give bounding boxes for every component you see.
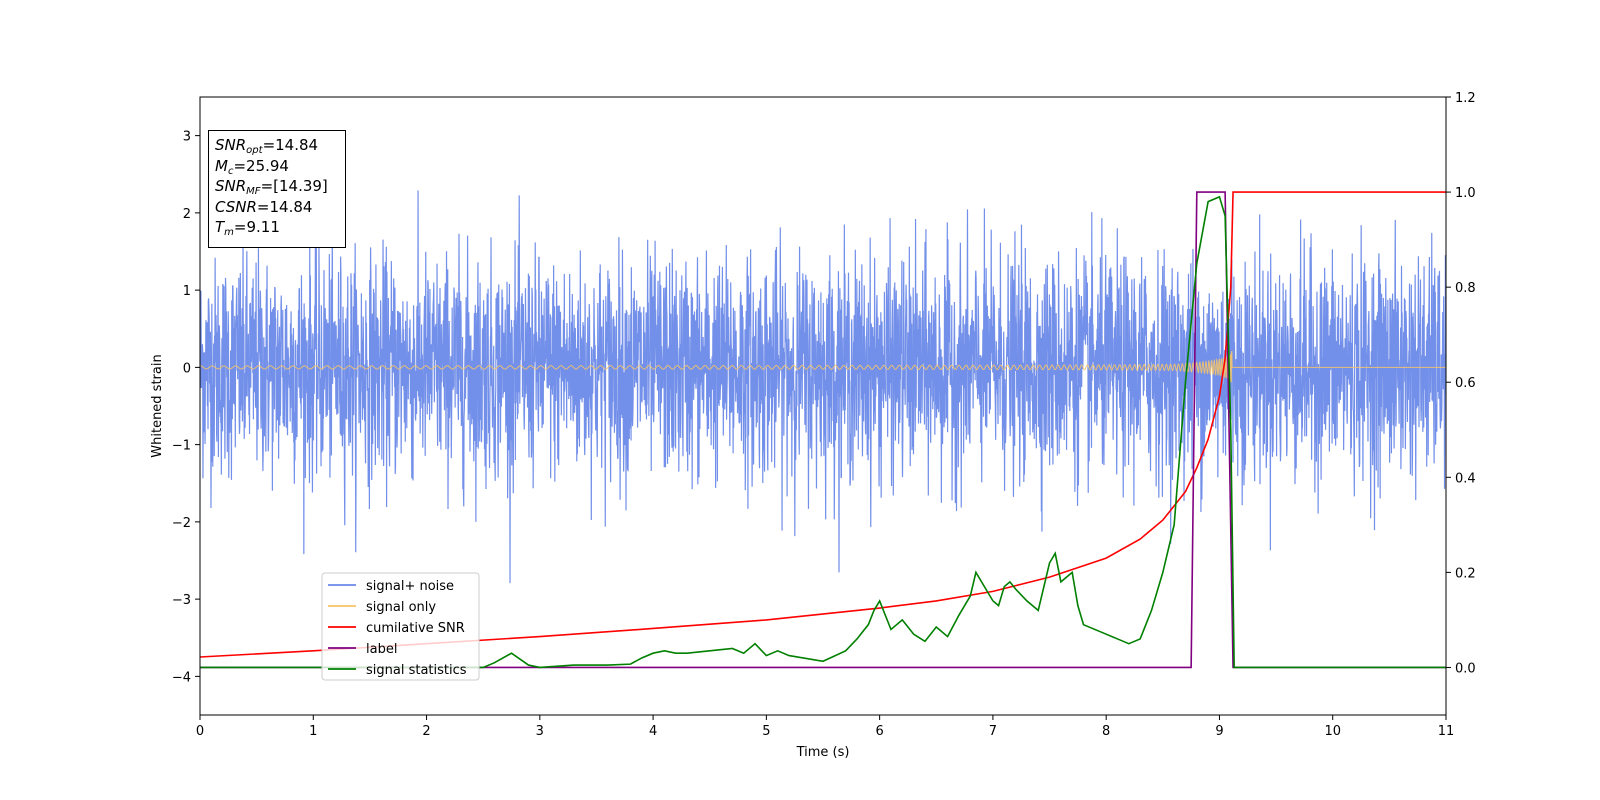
y-tick-label: −3 <box>172 593 191 608</box>
tm-row: Tm=9.11 <box>215 218 280 238</box>
legend-entry-label: signal only <box>366 600 436 615</box>
info-box: SNRopt=14.84 Mc=25.94 SNRMF=[14.39] CSNR… <box>208 130 346 248</box>
y-tick-label: 2 <box>183 207 191 222</box>
y-tick-label: −4 <box>172 670 191 685</box>
y2-tick-label: 0.6 <box>1455 376 1476 391</box>
csnr-row: CSNR=14.84 <box>215 197 313 216</box>
mc-row: Mc=25.94 <box>215 156 289 177</box>
y-tick-label: 0 <box>183 361 191 376</box>
y-tick-label: 1 <box>183 284 191 299</box>
x-tick-label: 2 <box>422 724 430 739</box>
x-tick-label: 10 <box>1324 724 1341 739</box>
y2-tick-label: 1.0 <box>1455 186 1476 201</box>
x-tick-label: 8 <box>1102 724 1110 739</box>
y2-tick-label: 0.0 <box>1455 661 1476 676</box>
y-tick-label: 3 <box>183 130 191 145</box>
x-tick-label: 9 <box>1215 724 1223 739</box>
legend-entry-label: label <box>366 642 397 657</box>
snr-mf-row: SNRMF=[14.39] <box>215 177 328 197</box>
x-tick-label: 11 <box>1438 724 1455 739</box>
series-signal-only <box>200 351 1446 383</box>
y2-tick-label: 1.2 <box>1455 91 1476 106</box>
x-tick-label: 4 <box>649 724 657 739</box>
series-signal-noise <box>200 190 1446 584</box>
series-signal-statistics <box>200 195 1446 669</box>
y-axis-label: Whitened strain <box>150 354 165 457</box>
y2-tick-label: 0.8 <box>1455 281 1476 296</box>
legend-frame <box>321 572 480 681</box>
legend-entry-label: signal statistics <box>366 663 467 678</box>
series-cumilative-snr <box>200 191 1446 658</box>
y-tick-label: −1 <box>172 439 191 454</box>
x-tick-label: 6 <box>875 724 883 739</box>
y2-tick-label: 0.2 <box>1455 566 1476 581</box>
x-tick-label: 0 <box>196 724 204 739</box>
x-tick-label: 3 <box>536 724 544 739</box>
legend: signal+ noise signal only cumilative SNR la… <box>321 572 480 681</box>
legend-entry-label: cumilative SNR <box>366 621 465 636</box>
snr-opt-row: SNRopt=14.84 <box>215 136 319 156</box>
legend-entry-label: signal+ noise <box>366 579 454 594</box>
x-axis-label: Time (s) <box>796 745 850 760</box>
y2-tick-label: 0.4 <box>1455 471 1476 486</box>
plot-frame <box>199 96 1447 716</box>
y-tick-label: −2 <box>172 516 191 531</box>
x-tick-label: 7 <box>989 724 997 739</box>
x-tick-label: 5 <box>762 724 770 739</box>
x-tick-label: 1 <box>309 724 317 739</box>
